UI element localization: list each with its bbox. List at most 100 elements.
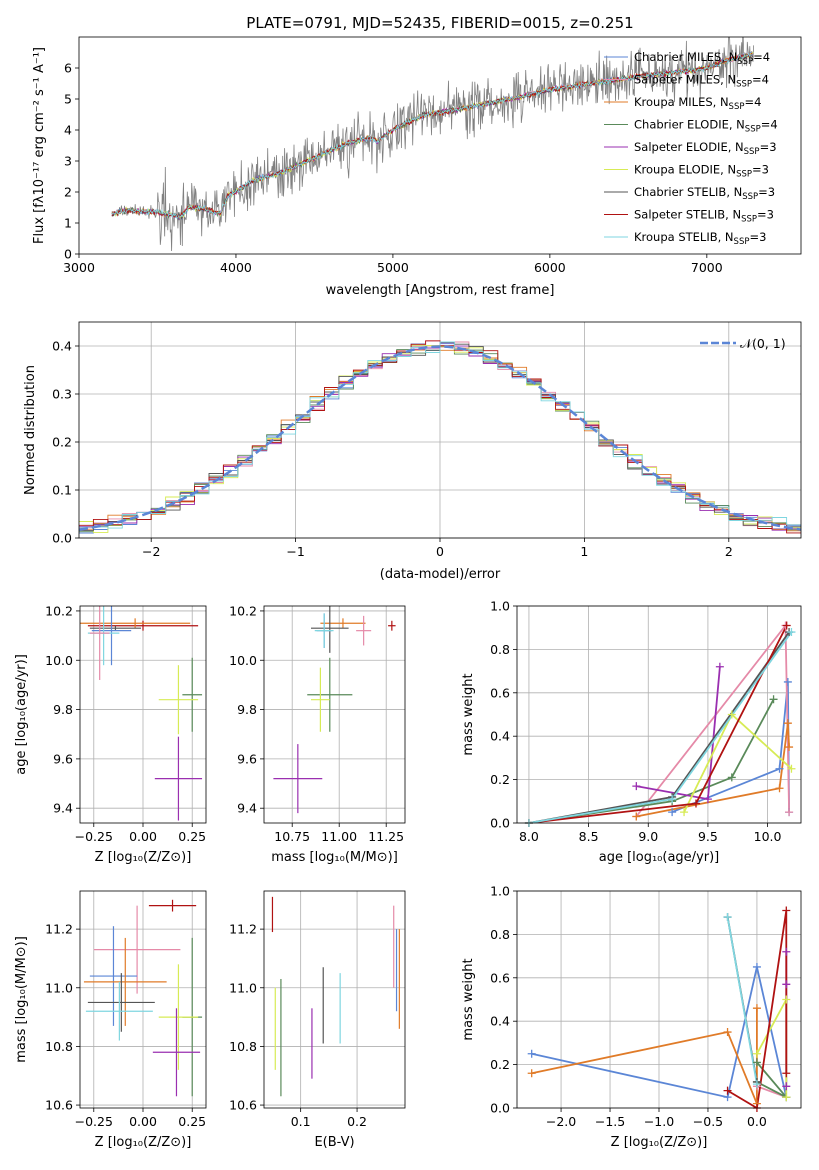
weight-marker-salpeter_miles [785, 808, 794, 817]
axes-frame [263, 890, 406, 1109]
x-tick-label: −0.25 [75, 1114, 113, 1129]
y-tick-label: 1 [64, 216, 72, 231]
y-tick-label: 11.0 [229, 980, 257, 995]
y-tick-label: 10.8 [229, 1039, 257, 1054]
weight-marker-salpeter_elodie [782, 980, 791, 989]
figure-title: PLATE=0791, MJD=52435, FIBERID=0015, z=0… [246, 14, 633, 32]
x-tick-label: 10.75 [274, 829, 310, 844]
y-tick-label: 0.8 [490, 927, 510, 942]
y-tick-label: 9.4 [53, 801, 73, 816]
weight-marker-kroupa_miles [527, 1069, 536, 1078]
plot-area [83, 899, 203, 1097]
legend-normal-label: 𝒩(0, 1) [740, 336, 786, 351]
weight-line-kroupa_stelib [726, 916, 758, 1085]
weight-marker-salpeter_stelib [782, 621, 791, 630]
axes-frame [78, 321, 802, 539]
weight-line-chabrier_elodie [528, 698, 775, 823]
x-tick-label: −0.25 [75, 829, 113, 844]
y-tick-label: 10.6 [45, 1098, 73, 1113]
y-tick-label: 0.4 [490, 1014, 510, 1029]
x-axis-label: (data-model)/error [380, 567, 501, 582]
x-axis-label: mass [log₁₀(M/M⊙)] [271, 850, 398, 865]
weight-marker-kroupa_miles [723, 1028, 732, 1037]
weight-vs-age-panel: 8.0 8.5 9.0 9.5 10.0 0.0 0.2 0.4 0.6 0.8 1.0 age [l… [461, 599, 802, 865]
spectrum-panel: 3000 4000 5000 6000 7000 0 1 2 3 4 5 6 wavelength [A… [32, 36, 802, 298]
y-tick-label: 11.2 [45, 922, 73, 937]
x-tick-label: 0.0 [747, 1114, 767, 1129]
weight-marker-kroupa_stelib [723, 913, 732, 922]
axes-frame [516, 605, 802, 824]
legend-label-kroupa_stelib: Kroupa STELIB, NSSP=3 [634, 230, 766, 247]
axes-frame [263, 605, 406, 824]
axes-frame [79, 890, 207, 1109]
y-tick-label: 0.2 [52, 435, 72, 450]
y-tick-label: 0.3 [52, 387, 72, 402]
x-axis-label: age [log₁₀(age/yr)] [599, 850, 720, 865]
weight-marker-chabrier_miles [668, 808, 677, 817]
y-axis-label: mass weight [461, 958, 476, 1040]
y-tick-label: 0.1 [52, 483, 72, 498]
weight-marker-kroupa_elodie [782, 1093, 791, 1102]
legend-label-chabrier_stelib: Chabrier STELIB, NSSP=3 [634, 185, 775, 202]
x-tick-label: 9.5 [698, 829, 718, 844]
x-axis-label: Z [log₁₀(Z/Z⊙)] [611, 1135, 708, 1150]
y-tick-label: 9.6 [53, 751, 73, 766]
y-tick-label: 0.2 [490, 1057, 510, 1072]
x-tick-label: 0.25 [178, 1114, 206, 1129]
x-tick-label: 4000 [220, 260, 252, 275]
weight-marker-kroupa_miles [632, 812, 641, 821]
weight-marker-chabrier_miles [527, 1049, 536, 1058]
weight-marker-kroupa_elodie [752, 1049, 761, 1058]
x-tick-label: −2 [142, 544, 160, 559]
normal-distribution-curve [79, 345, 801, 531]
y-tick-label: 0.0 [52, 531, 72, 546]
legend-label-kroupa_miles: Kroupa MILES, NSSP=4 [634, 95, 761, 112]
weight-marker-salpeter_elodie [632, 782, 641, 791]
x-axis-label: Z [log₁₀(Z/Z⊙)] [95, 850, 192, 865]
y-tick-label: 1.0 [490, 884, 510, 899]
x-tick-label: −0.5 [693, 1114, 723, 1129]
weight-marker-salpeter_elodie [782, 947, 791, 956]
x-tick-label: 1 [580, 544, 588, 559]
weight-marker-kroupa_elodie [727, 710, 736, 719]
weight-marker-kroupa_miles [752, 1004, 761, 1013]
x-axis-label: E(B-V) [314, 1135, 354, 1150]
residuals-panel: −2 −1 0 1 2 0.0 0.1 0.2 0.3 0.4 (data-model)/error… [23, 321, 802, 582]
y-tick-label: 10.6 [229, 1098, 257, 1113]
x-tick-label: 2 [725, 544, 733, 559]
y-tick-label: 9.8 [237, 702, 257, 717]
x-tick-label: −1 [286, 544, 304, 559]
x-tick-label: −1.0 [644, 1114, 674, 1129]
y-tick-label: 10.8 [45, 1039, 73, 1054]
weight-marker-chabrier_miles [783, 677, 792, 686]
x-tick-label: 11.25 [368, 829, 404, 844]
y-axis-label: age [log₁₀(age/yr)] [14, 654, 29, 775]
plot-area [273, 606, 396, 814]
weight-marker-salpeter_elodie [715, 662, 724, 671]
x-tick-label: 0 [436, 544, 444, 559]
weight-line-chabrier_miles [531, 966, 788, 1099]
weight-marker-chabrier_elodie [752, 1058, 761, 1067]
y-tick-label: 9.6 [237, 751, 257, 766]
weight-marker-kroupa_elodie [787, 764, 796, 773]
x-tick-label: 0.1 [291, 1114, 311, 1129]
y-tick-label: 0.0 [490, 1101, 510, 1116]
axes-frame [516, 890, 802, 1109]
y-tick-label: 10.2 [229, 603, 257, 618]
y-tick-label: 9.8 [53, 702, 73, 717]
weight-marker-kroupa_elodie [782, 995, 791, 1004]
data-spectrum-line [111, 37, 754, 252]
y-tick-label: 4 [64, 123, 72, 138]
weight-marker-kroupa_elodie [680, 808, 689, 817]
weight-marker-salpeter_stelib [782, 906, 791, 915]
weight-marker-kroupa_miles [785, 743, 794, 752]
x-tick-label: 0.25 [178, 829, 206, 844]
legend-label-salpeter_elodie: Salpeter ELODIE, NSSP=3 [634, 140, 777, 157]
legend-label-kroupa_elodie: Kroupa ELODIE, NSSP=3 [634, 163, 769, 180]
weight-marker-kroupa_stelib [668, 795, 677, 804]
weight-marker-chabrier_miles [752, 962, 761, 971]
x-tick-label: 8.5 [579, 829, 599, 844]
legend-label-chabrier_elodie: Chabrier ELODIE, NSSP=4 [634, 118, 778, 135]
x-tick-label: 0.2 [347, 1114, 367, 1129]
